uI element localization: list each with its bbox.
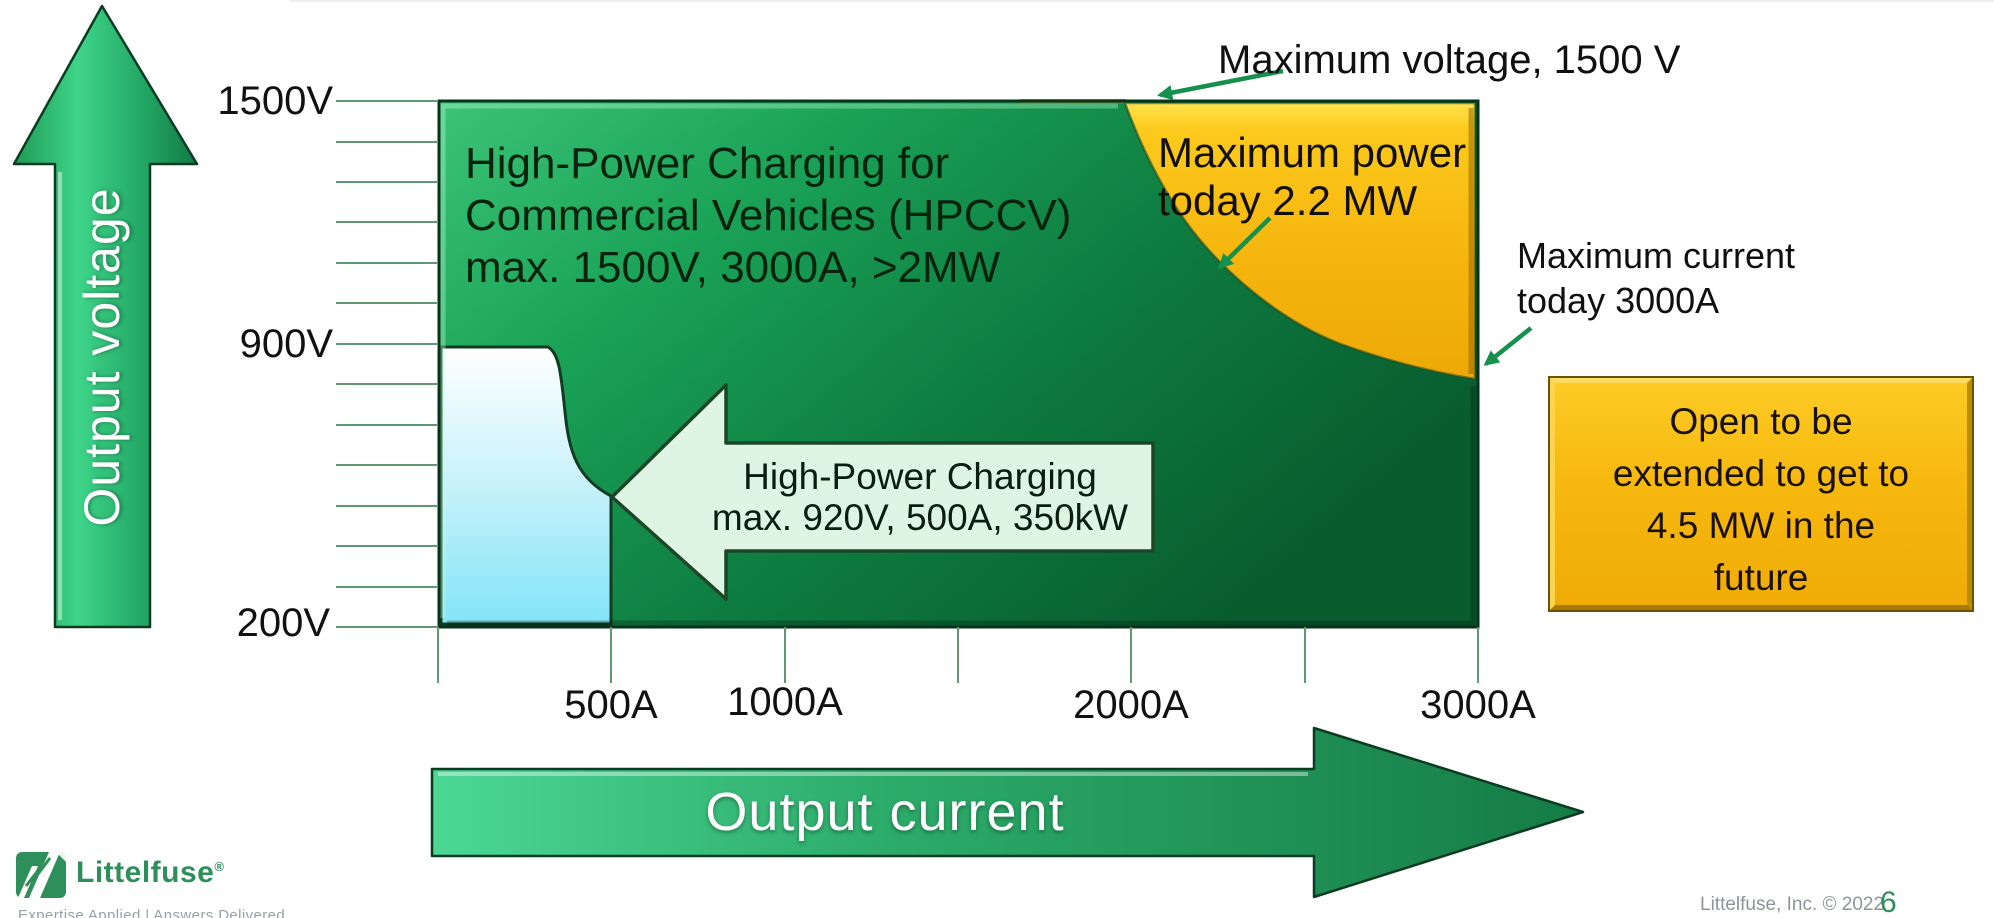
hpc-350kw-region — [439, 345, 613, 626]
max-voltage-arrow — [1156, 68, 1284, 101]
max-current-arrow — [1483, 326, 1533, 366]
max-current-note-line1: Maximum current — [1517, 235, 1796, 276]
max-power-label: Maximum power today 2.2 MW — [1158, 129, 1466, 225]
page-number: 6 — [1880, 886, 1897, 918]
y-axis-label-900v: 900V — [239, 322, 333, 366]
max-power-today-region — [1123, 101, 1477, 381]
open-extend-line3: 4.5 MW in the — [1646, 505, 1876, 546]
littelfuse-logo-icon — [16, 852, 66, 898]
brand-text: Littelfuse — [76, 856, 215, 889]
annotation-arrows — [1156, 68, 1533, 366]
max-current-note-line2: today 3000A — [1517, 280, 1720, 321]
littelfuse-wordmark: Littelfuse® — [76, 856, 224, 890]
open-extend-line4: future — [1713, 557, 1809, 598]
hpccv-title-line2: Commercial Vehicles (HPCCV) — [465, 191, 1072, 240]
x-axis-label-3000a: 3000A — [1420, 683, 1536, 727]
open-extend-line1: Open to be — [1669, 401, 1853, 442]
hpccv-title: High-Power Charging for Commercial Vehic… — [465, 138, 1071, 294]
hpccv-title-line3: max. 1500V, 3000A, >2MW — [465, 243, 1001, 292]
registered-mark: ® — [214, 859, 225, 874]
y-axis-label-200v: 200V — [236, 601, 330, 645]
output-current-arrow — [430, 726, 1585, 899]
y-axis-label-1500v: 1500V — [217, 79, 333, 123]
green-box-bevel-shadow — [447, 386, 1476, 626]
y-axis-ticks — [336, 100, 437, 628]
hpccv-title-line1: High-Power Charging for — [465, 139, 950, 188]
y-axis-title: Output voltage — [74, 187, 130, 527]
x-axis-ticks — [437, 627, 1479, 683]
slide-top-edge-line — [290, 0, 1994, 2]
open-extend-callout: Open to be extended to get to 4.5 MW in … — [1548, 376, 1974, 612]
brand-tagline: Expertise Applied | Answers Delivered — [18, 907, 286, 918]
max-power-label-line1: Maximum power — [1158, 129, 1467, 176]
hpc-arrow-label-line1: High-Power Charging — [743, 456, 1097, 497]
hpc-arrow-label-line2: max. 920V, 500A, 350kW — [711, 497, 1129, 538]
max-current-note: Maximum current today 3000A — [1517, 233, 1795, 323]
max-voltage-note: Maximum voltage, 1500 V — [1218, 38, 1681, 82]
open-extend-line2: extended to get to — [1612, 453, 1910, 494]
x-axis-label-2000a: 2000A — [1073, 683, 1189, 727]
max-power-arrow — [1217, 216, 1272, 270]
copyright-text: Littelfuse, Inc. © 2022 — [1700, 894, 1885, 915]
x-axis-title: Output current — [705, 782, 1065, 842]
hpc-block-arrow — [610, 383, 1155, 601]
output-voltage-arrow — [12, 4, 199, 629]
max-power-label-line2: today 2.2 MW — [1158, 177, 1418, 224]
green-box-bevel-highlight — [440, 103, 1118, 618]
x-axis-label-500a: 500A — [564, 683, 658, 727]
hpc-arrow-label: High-Power Charging max. 920V, 500A, 350… — [700, 456, 1140, 538]
x-axis-label-1000a: 1000A — [727, 680, 843, 724]
